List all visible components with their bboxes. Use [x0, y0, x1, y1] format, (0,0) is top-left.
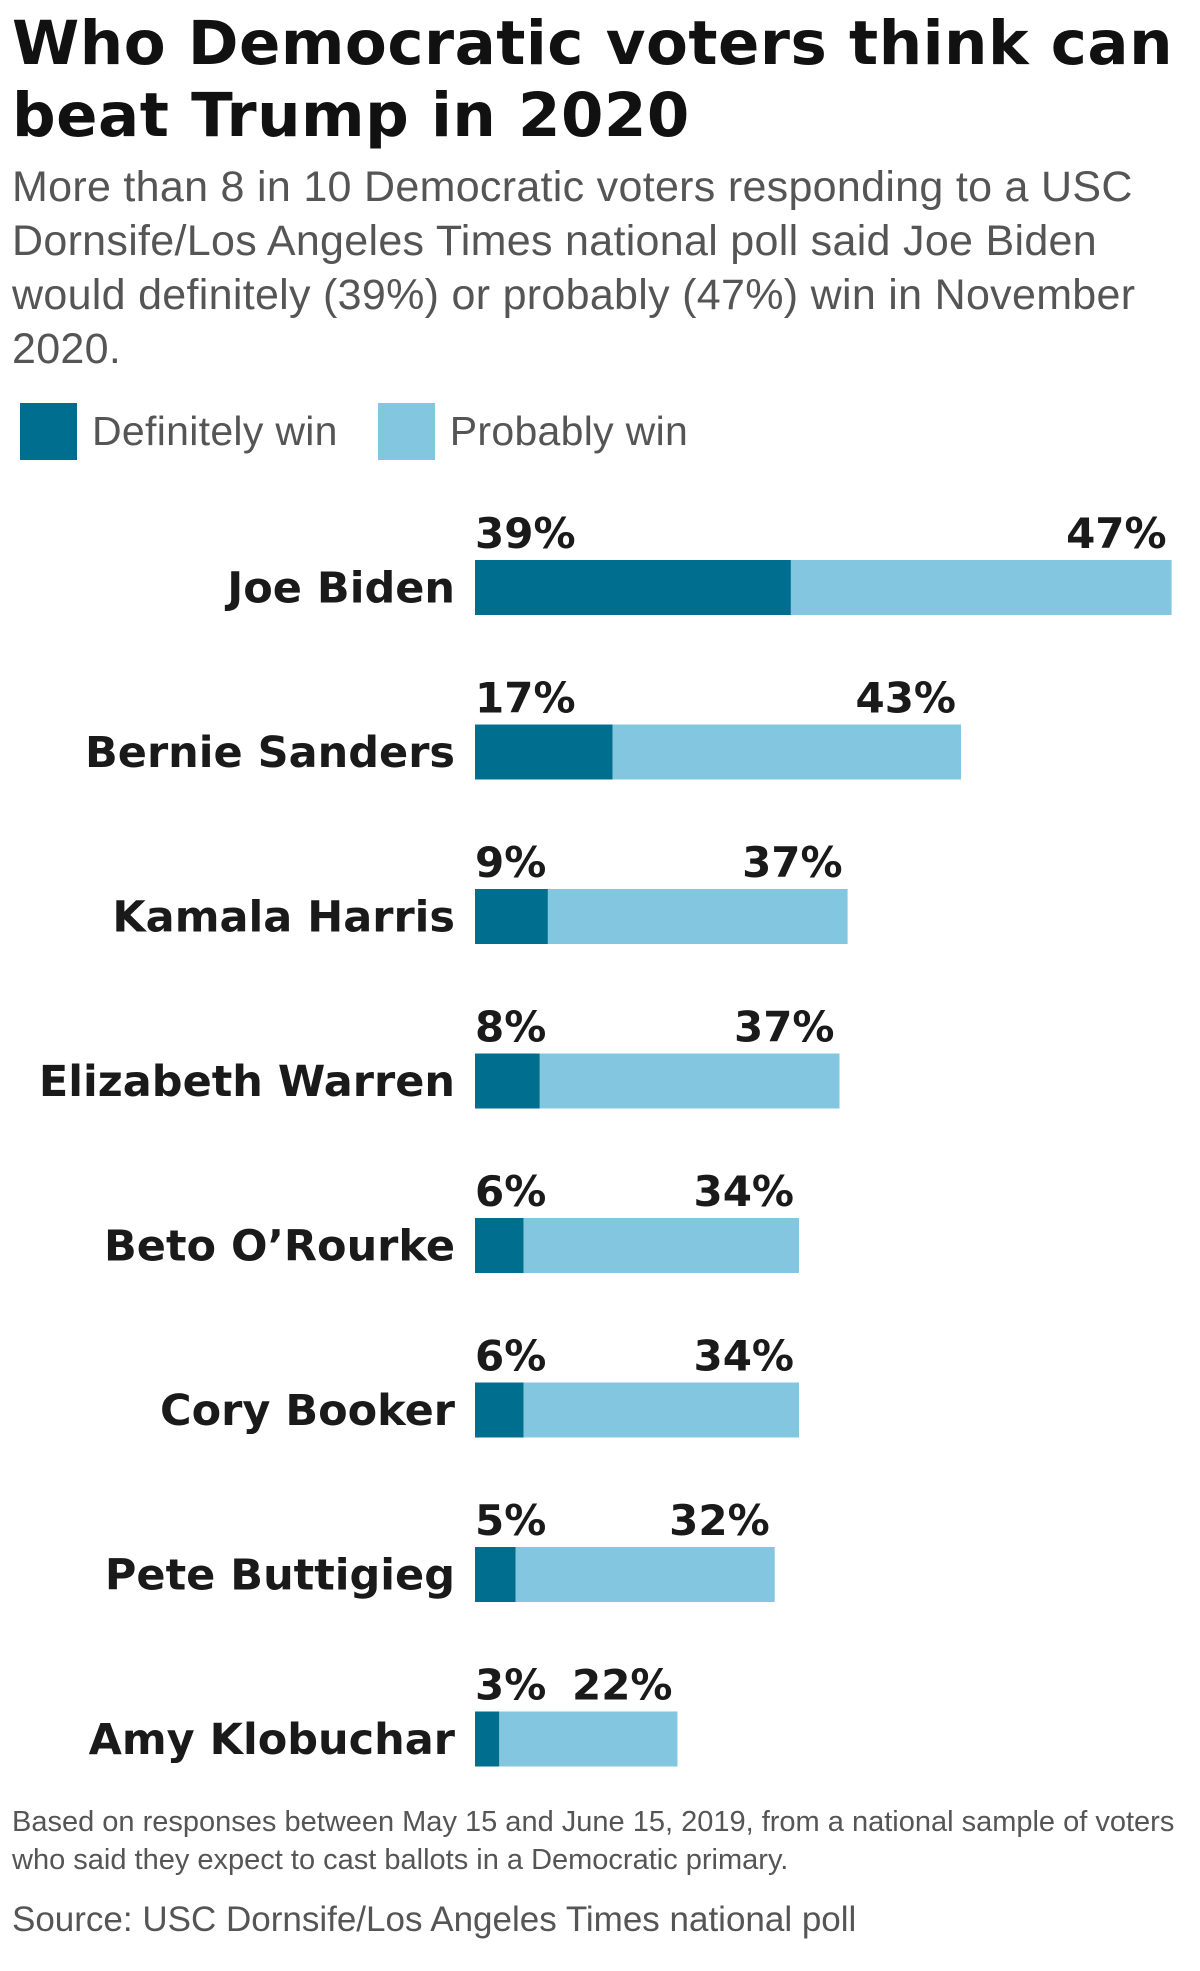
bar-definitely — [475, 1053, 540, 1109]
bar-definitely — [475, 1711, 500, 1767]
bar-probably — [523, 1218, 799, 1273]
bar-probably — [547, 889, 848, 944]
value-label-probably: 37% — [742, 838, 843, 887]
value-label-probably: 22% — [572, 1661, 673, 1710]
chart-subtitle: More than 8 in 10 Democratic voters resp… — [12, 163, 1136, 373]
legend-swatch-definitely — [20, 402, 77, 460]
bar-probably — [612, 724, 961, 780]
chart-legend: Definitely win Probably win — [20, 402, 728, 460]
bar-probably — [790, 560, 1172, 615]
bar-group-pete-buttigieg: Pete Buttigieg 5% 32% — [105, 1496, 775, 1602]
value-label-definitely: 8% — [475, 1003, 546, 1052]
bar-probably — [499, 1711, 678, 1767]
category-label: Joe Biden — [224, 564, 455, 614]
category-label: Beto O’Rourke — [104, 1222, 455, 1272]
value-label-definitely: 6% — [475, 1167, 546, 1216]
bar-group-elizabeth-warren: Elizabeth Warren 8% 37% — [39, 1003, 840, 1109]
category-label: Cory Booker — [160, 1386, 456, 1436]
category-label: Bernie Sanders — [85, 728, 455, 778]
category-label: Pete Buttigieg — [105, 1551, 455, 1601]
legend-swatch-probably — [377, 402, 435, 460]
chart-footnote: Based on responses between May 15 and Ju… — [12, 1806, 1175, 1876]
stacked-bar-chart: Joe Biden 39% 47% Bernie Sanders 17% 43% Kamal… — [39, 509, 1172, 1767]
value-label-definitely: 6% — [475, 1332, 546, 1381]
value-label-definitely: 5% — [475, 1496, 546, 1545]
value-label-probably: 34% — [693, 1332, 794, 1381]
value-label-definitely: 17% — [475, 674, 576, 723]
bar-group-cory-booker: Cory Booker 6% 34% — [160, 1332, 799, 1438]
legend-label-definitely: Definitely win — [92, 407, 338, 454]
value-label-definitely: 9% — [475, 838, 546, 887]
category-label: Kamala Harris — [112, 893, 455, 943]
bar-definitely — [475, 1382, 524, 1438]
value-label-probably: 47% — [1066, 509, 1167, 558]
value-label-probably: 43% — [855, 674, 956, 723]
bar-group-amy-klobuchar: Amy Klobuchar 3% 22% — [89, 1661, 678, 1767]
chart-title: Who Democratic voters think can beat Tru… — [12, 8, 1174, 151]
bar-probably — [539, 1053, 840, 1109]
value-label-probably: 37% — [734, 1003, 835, 1052]
bar-definitely — [475, 560, 791, 615]
category-label: Amy Klobuchar — [89, 1715, 456, 1765]
bar-probably — [515, 1547, 775, 1602]
bar-definitely — [475, 1218, 524, 1273]
bar-definitely — [475, 724, 613, 780]
bar-group-kamala-harris: Kamala Harris 9% 37% — [112, 838, 848, 944]
bar-group-beto-o-rourke: Beto O’Rourke 6% 34% — [104, 1167, 799, 1273]
legend-item-definitely: Definitely win — [20, 402, 338, 460]
bar-probably — [523, 1382, 799, 1438]
value-label-definitely: 3% — [475, 1661, 546, 1710]
chart-source: Source: USC Dornsife/Los Angeles Times n… — [12, 1900, 857, 1939]
legend-label-probably: Probably win — [449, 407, 689, 454]
bar-group-bernie-sanders: Bernie Sanders 17% 43% — [85, 674, 961, 780]
category-label: Elizabeth Warren — [39, 1057, 455, 1107]
bar-definitely — [475, 889, 548, 944]
bar-group-joe-biden: Joe Biden 39% 47% — [224, 509, 1172, 615]
value-label-probably: 32% — [669, 1496, 770, 1545]
value-label-probably: 34% — [693, 1167, 794, 1216]
legend-item-probably: Probably win — [377, 402, 689, 460]
bar-definitely — [475, 1547, 516, 1602]
value-label-definitely: 39% — [475, 509, 576, 558]
